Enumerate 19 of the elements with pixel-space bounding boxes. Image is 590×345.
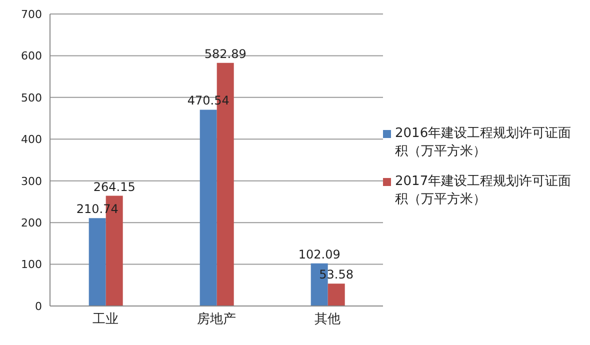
bar xyxy=(200,110,217,306)
x-tick-label: 工业 xyxy=(92,312,118,328)
y-tick-label: 500 xyxy=(21,91,42,104)
legend-label: 2016年建设工程规划许可证面积（万平方米） xyxy=(395,125,572,161)
data-label: 102.09 xyxy=(298,247,340,262)
x-tick-label: 房地产 xyxy=(197,311,236,328)
y-tick-label: 200 xyxy=(21,216,42,230)
y-tick-label: 700 xyxy=(21,8,42,21)
y-tick-label: 600 xyxy=(21,50,42,63)
legend-label: 2017年建设工程规划许可证面积（万平方米） xyxy=(395,173,572,209)
data-label: 264.15 xyxy=(93,180,136,194)
y-tick-label: 100 xyxy=(21,258,42,272)
y-tick-label: 0 xyxy=(35,300,42,313)
x-tick-label: 其他 xyxy=(314,312,340,328)
bar xyxy=(328,284,345,306)
y-tick-label: 400 xyxy=(21,133,42,146)
data-label: 582.89 xyxy=(204,46,246,61)
y-tick-label: 300 xyxy=(21,174,42,188)
bar xyxy=(88,218,106,306)
